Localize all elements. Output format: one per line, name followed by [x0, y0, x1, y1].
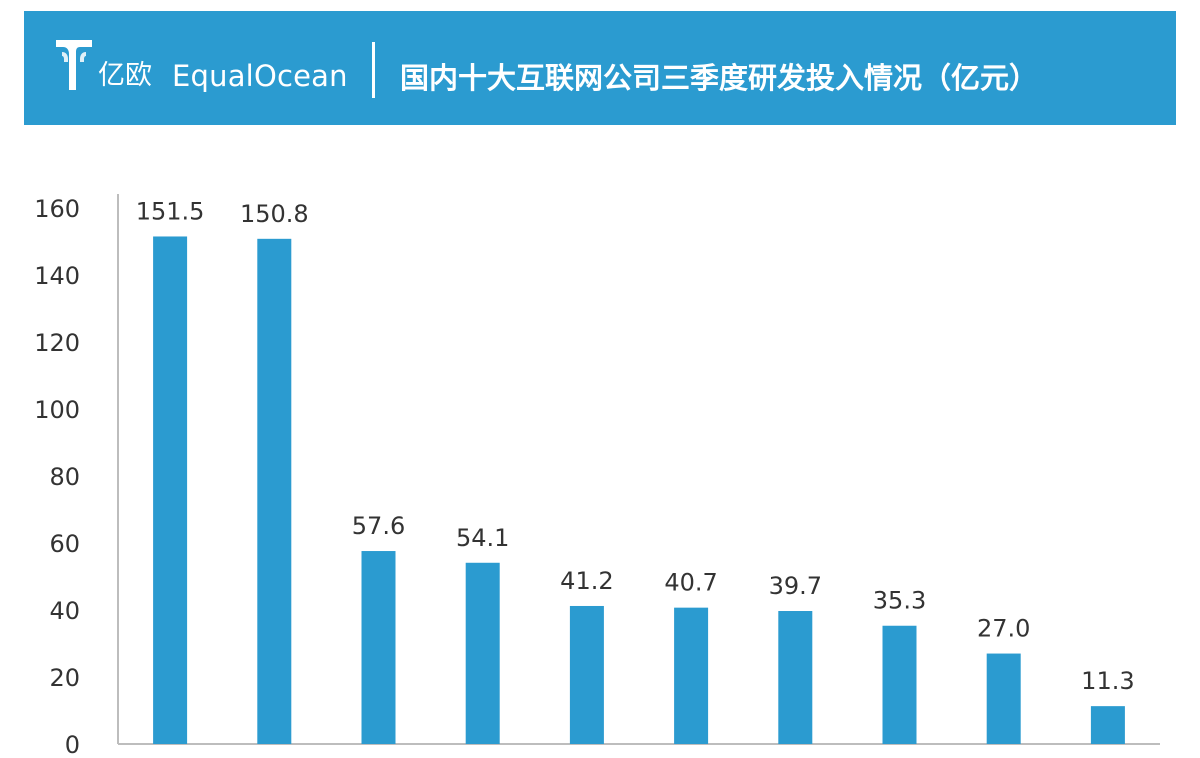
bar	[986, 653, 1021, 744]
data-label: 41.2	[560, 567, 613, 595]
bar	[257, 238, 292, 744]
data-label: 150.8	[240, 200, 309, 228]
bar	[569, 605, 604, 744]
y-tick-label: 160	[34, 195, 80, 223]
axes	[117, 194, 1160, 745]
logo-text-en: EqualOcean	[172, 59, 348, 93]
y-tick-label: 100	[34, 396, 80, 424]
bar	[153, 236, 188, 744]
bar	[465, 562, 500, 744]
y-tick-label: 20	[49, 664, 80, 692]
bar	[1090, 706, 1125, 744]
data-label: 39.7	[769, 572, 822, 600]
logo-text-cn: 亿欧	[98, 60, 152, 91]
y-tick-label: 60	[49, 530, 80, 558]
bar	[674, 607, 709, 744]
value-labels: 151.5 150.8 57.6 54.1 41.2 40.7 39.7 35.3 27.0 11…	[136, 197, 1135, 695]
header-divider	[372, 42, 375, 98]
y-tick-label: 140	[34, 262, 80, 290]
chart-title: 国内十大互联网公司三季度研发投入情况（亿元）	[400, 61, 1039, 95]
data-label: 151.5	[136, 197, 205, 225]
bar	[361, 551, 396, 744]
y-tick-label: 80	[49, 463, 80, 491]
data-label: 40.7	[664, 569, 717, 597]
data-label: 11.3	[1081, 667, 1134, 695]
y-tick-label: 0	[65, 731, 80, 758]
y-axis-labels: 0 20 40 60 80 100 120 140 160	[34, 195, 80, 758]
data-label: 35.3	[873, 587, 926, 615]
data-label: 54.1	[456, 524, 509, 552]
bar	[882, 625, 917, 744]
equalocean-logo-icon	[56, 40, 92, 90]
y-tick-label: 120	[34, 329, 80, 357]
bar	[778, 611, 813, 744]
data-label: 27.0	[977, 615, 1030, 643]
y-tick-label: 40	[49, 597, 80, 625]
bars	[153, 236, 1125, 744]
data-label: 57.6	[352, 512, 405, 540]
header-banner	[24, 11, 1176, 125]
